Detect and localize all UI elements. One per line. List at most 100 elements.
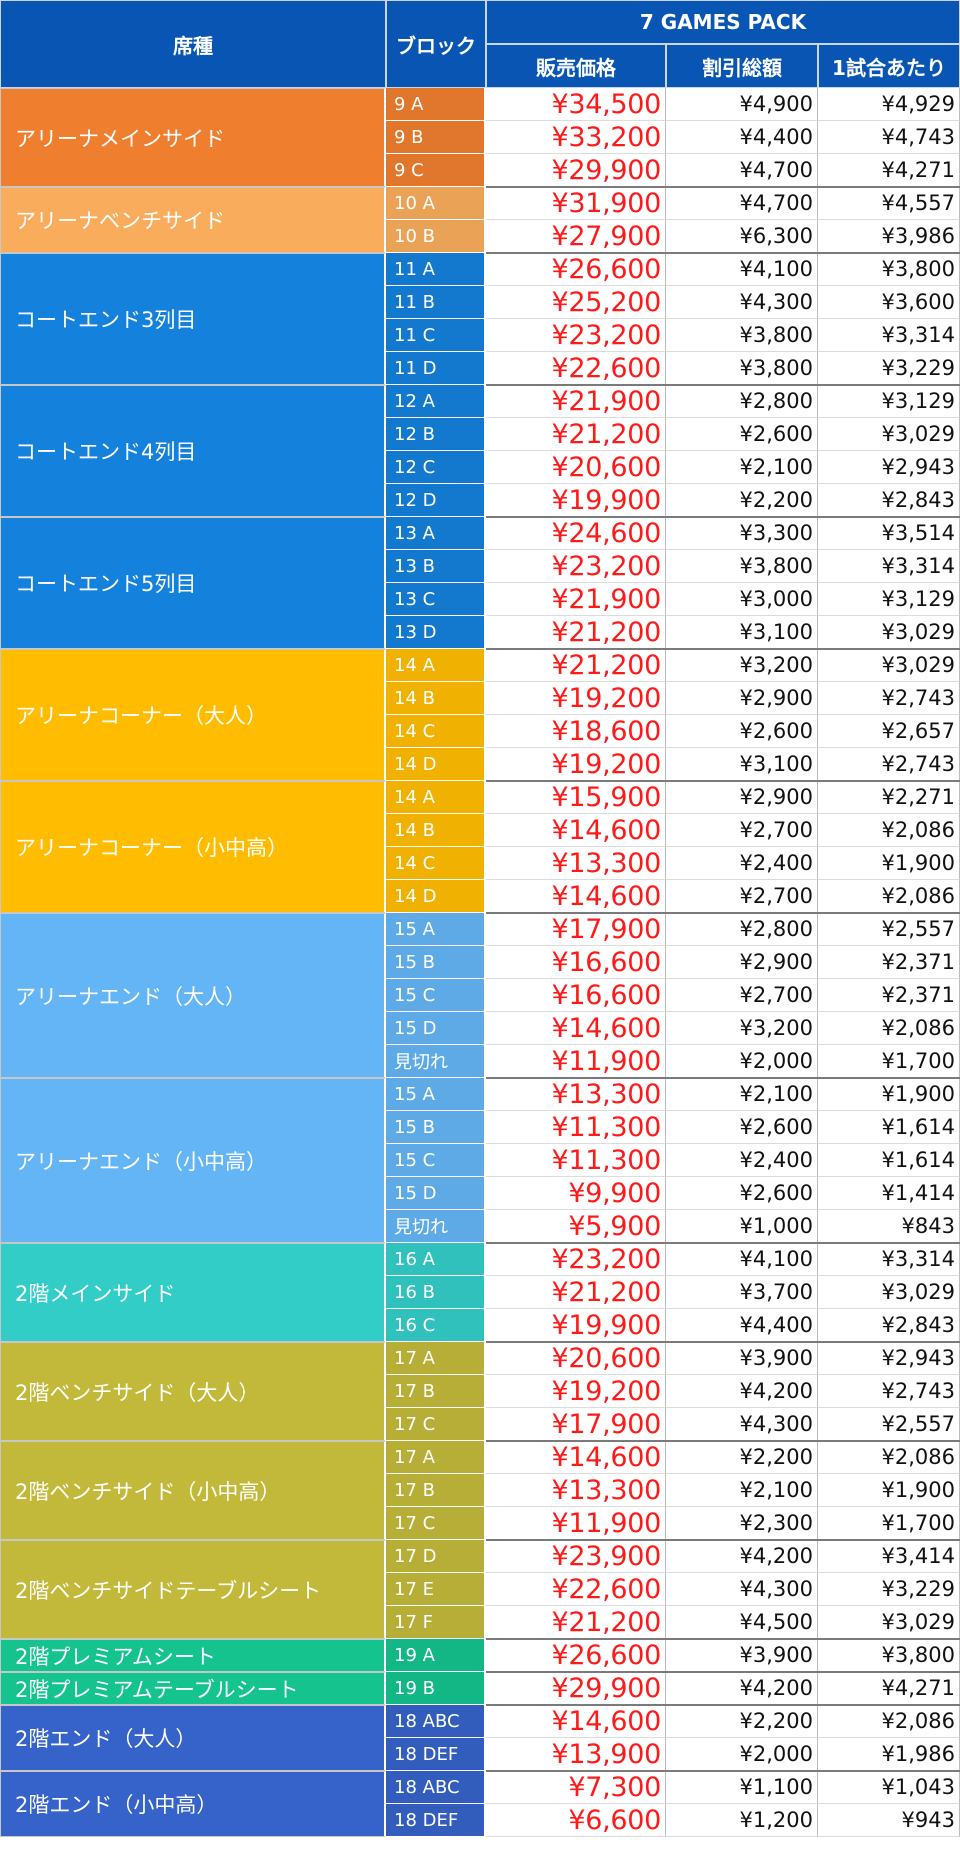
group-divider bbox=[486, 1539, 960, 1541]
discount-total-cell: ¥4,300 bbox=[666, 1573, 818, 1606]
group-divider bbox=[486, 1242, 960, 1244]
header-sale-price: 販売価格 bbox=[486, 44, 666, 88]
seat-type-label: アリーナエンド（大人） bbox=[0, 913, 386, 1078]
discount-total-cell: ¥3,000 bbox=[666, 583, 818, 616]
group-divider bbox=[486, 1770, 960, 1772]
seat-type-label: アリーナエンド（小中高） bbox=[0, 1078, 386, 1243]
per-game-cell: ¥4,271 bbox=[818, 154, 960, 187]
sale-price-cell: ¥6,600 bbox=[486, 1804, 666, 1837]
group-divider bbox=[486, 912, 960, 914]
discount-total-cell: ¥1,100 bbox=[666, 1771, 818, 1804]
per-game-cell: ¥3,314 bbox=[818, 1243, 960, 1276]
discount-total-cell: ¥1,200 bbox=[666, 1804, 818, 1837]
discount-total-cell: ¥3,800 bbox=[666, 319, 818, 352]
sale-price-cell: ¥11,900 bbox=[486, 1507, 666, 1540]
seat-type-label: 2階メインサイド bbox=[0, 1243, 386, 1342]
discount-total-cell: ¥3,900 bbox=[666, 1342, 818, 1375]
sale-price-cell: ¥33,200 bbox=[486, 121, 666, 154]
discount-total-cell: ¥2,800 bbox=[666, 913, 818, 946]
per-game-cell: ¥3,800 bbox=[818, 253, 960, 286]
block-cell: 17 F bbox=[386, 1606, 486, 1639]
sale-price-cell: ¥14,600 bbox=[486, 1012, 666, 1045]
block-cell: 14 A bbox=[386, 649, 486, 682]
per-game-cell: ¥3,029 bbox=[818, 649, 960, 682]
seat-type-label: アリーナベンチサイド bbox=[0, 187, 386, 253]
per-game-cell: ¥2,086 bbox=[818, 1012, 960, 1045]
per-game-cell: ¥2,943 bbox=[818, 1342, 960, 1375]
block-cell: 10 A bbox=[386, 187, 486, 220]
discount-total-cell: ¥2,100 bbox=[666, 1474, 818, 1507]
discount-total-cell: ¥4,700 bbox=[666, 187, 818, 220]
seat-type-label: 2階エンド（小中高） bbox=[0, 1771, 386, 1837]
discount-total-cell: ¥2,900 bbox=[666, 781, 818, 814]
block-cell: 14 D bbox=[386, 880, 486, 913]
block-cell: 12 C bbox=[386, 451, 486, 484]
sale-price-cell: ¥9,900 bbox=[486, 1177, 666, 1210]
block-cell: 16 A bbox=[386, 1243, 486, 1276]
sale-price-cell: ¥13,300 bbox=[486, 1474, 666, 1507]
sale-price-cell: ¥17,900 bbox=[486, 1408, 666, 1441]
discount-total-cell: ¥2,800 bbox=[666, 385, 818, 418]
per-game-cell: ¥1,900 bbox=[818, 847, 960, 880]
sale-price-cell: ¥20,600 bbox=[486, 451, 666, 484]
sale-price-cell: ¥19,200 bbox=[486, 748, 666, 781]
block-cell: 見切れ bbox=[386, 1045, 486, 1078]
sale-price-cell: ¥17,900 bbox=[486, 913, 666, 946]
block-cell: 9 B bbox=[386, 121, 486, 154]
discount-total-cell: ¥3,700 bbox=[666, 1276, 818, 1309]
header-pack-title: 7 GAMES PACK bbox=[486, 0, 960, 44]
group-divider bbox=[486, 1638, 960, 1640]
seat-type-label: コートエンド4列目 bbox=[0, 385, 386, 517]
discount-total-cell: ¥4,200 bbox=[666, 1375, 818, 1408]
group-divider bbox=[486, 1704, 960, 1706]
per-game-cell: ¥3,514 bbox=[818, 517, 960, 550]
discount-total-cell: ¥4,100 bbox=[666, 253, 818, 286]
discount-total-cell: ¥4,400 bbox=[666, 121, 818, 154]
discount-total-cell: ¥3,100 bbox=[666, 748, 818, 781]
seat-type-label: 2階エンド（大人） bbox=[0, 1705, 386, 1771]
discount-total-cell: ¥2,900 bbox=[666, 682, 818, 715]
sale-price-cell: ¥13,300 bbox=[486, 847, 666, 880]
sale-price-cell: ¥20,600 bbox=[486, 1342, 666, 1375]
discount-total-cell: ¥2,100 bbox=[666, 451, 818, 484]
sale-price-cell: ¥5,900 bbox=[486, 1210, 666, 1243]
sale-price-cell: ¥16,600 bbox=[486, 979, 666, 1012]
per-game-cell: ¥3,986 bbox=[818, 220, 960, 253]
group-divider bbox=[486, 384, 960, 386]
discount-total-cell: ¥3,100 bbox=[666, 616, 818, 649]
sale-price-cell: ¥21,200 bbox=[486, 1276, 666, 1309]
per-game-cell: ¥3,029 bbox=[818, 616, 960, 649]
seat-type-label: 2階プレミアムシート bbox=[0, 1639, 386, 1672]
sale-price-cell: ¥14,600 bbox=[486, 814, 666, 847]
block-cell: 12 A bbox=[386, 385, 486, 418]
sale-price-cell: ¥23,200 bbox=[486, 550, 666, 583]
per-game-cell: ¥1,614 bbox=[818, 1144, 960, 1177]
sale-price-cell: ¥29,900 bbox=[486, 154, 666, 187]
per-game-cell: ¥1,986 bbox=[818, 1738, 960, 1771]
header-discount-total: 割引総額 bbox=[666, 44, 818, 88]
per-game-cell: ¥2,371 bbox=[818, 979, 960, 1012]
per-game-cell: ¥2,557 bbox=[818, 1408, 960, 1441]
block-cell: 17 A bbox=[386, 1441, 486, 1474]
discount-total-cell: ¥2,300 bbox=[666, 1507, 818, 1540]
discount-total-cell: ¥6,300 bbox=[666, 220, 818, 253]
discount-total-cell: ¥2,400 bbox=[666, 847, 818, 880]
per-game-cell: ¥3,314 bbox=[818, 319, 960, 352]
sale-price-cell: ¥14,600 bbox=[486, 880, 666, 913]
sale-price-cell: ¥11,900 bbox=[486, 1045, 666, 1078]
per-game-cell: ¥3,029 bbox=[818, 1606, 960, 1639]
sale-price-cell: ¥21,200 bbox=[486, 418, 666, 451]
sale-price-cell: ¥14,600 bbox=[486, 1705, 666, 1738]
block-cell: 13 B bbox=[386, 550, 486, 583]
sale-price-cell: ¥11,300 bbox=[486, 1111, 666, 1144]
discount-total-cell: ¥3,200 bbox=[666, 1012, 818, 1045]
per-game-cell: ¥2,086 bbox=[818, 814, 960, 847]
group-divider bbox=[486, 186, 960, 188]
discount-total-cell: ¥4,100 bbox=[666, 1243, 818, 1276]
seat-type-label: コートエンド5列目 bbox=[0, 517, 386, 649]
sale-price-cell: ¥34,500 bbox=[486, 88, 666, 121]
per-game-cell: ¥3,029 bbox=[818, 418, 960, 451]
block-cell: 16 B bbox=[386, 1276, 486, 1309]
block-cell: 17 E bbox=[386, 1573, 486, 1606]
sale-price-cell: ¥7,300 bbox=[486, 1771, 666, 1804]
